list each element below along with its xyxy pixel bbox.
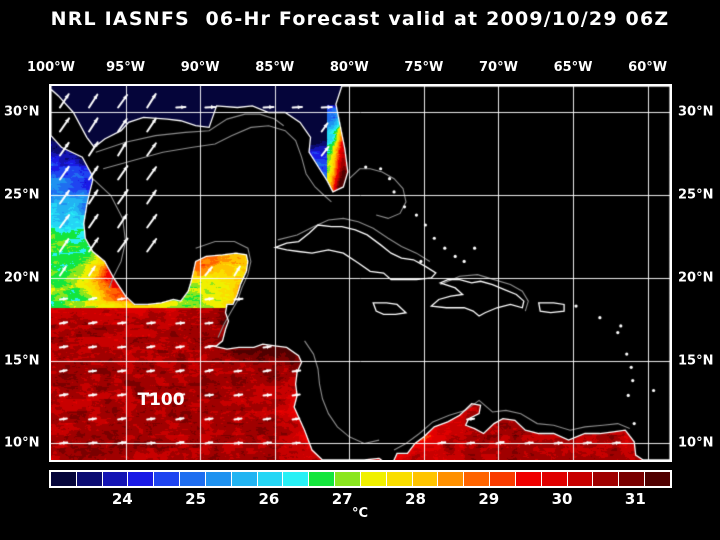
colorbar-units-label: °C — [351, 506, 369, 521]
figure-title: NRL IASNFS 06-Hr Forecast valid at 2009/… — [50, 8, 670, 30]
colorbar-swatch — [128, 472, 155, 486]
colorbar-tick-label: 28 — [405, 490, 426, 508]
colorbar-swatch — [257, 472, 284, 486]
colorbar-swatch — [412, 472, 439, 486]
colorbar-swatch — [180, 472, 206, 486]
colorbar-tick-label: 25 — [185, 490, 207, 508]
colorbar-swatch — [515, 472, 542, 486]
colorbar-swatch — [386, 472, 413, 486]
colorbar-tick-label: 26 — [258, 490, 280, 508]
lon-tick-label: 60°W — [628, 60, 668, 75]
colorbar-tick-label: 31 — [624, 490, 646, 508]
colorbar-swatch — [541, 472, 568, 486]
colorbar-swatch — [360, 472, 387, 486]
lon-tick-label: 90°W — [180, 60, 220, 75]
lat-tick-label: 25°N — [4, 187, 40, 203]
colorbar-swatch — [283, 472, 310, 486]
map-plot-area[interactable] — [49, 84, 672, 462]
colorbar-swatch — [335, 472, 361, 486]
lon-tick-label: 85°W — [255, 60, 295, 75]
colorbar-tick-label: 30 — [551, 490, 573, 508]
lat-tick-label: 15°N — [678, 353, 714, 369]
colorbar-swatch — [205, 472, 232, 486]
lat-tick-label: 20°N — [4, 270, 40, 286]
lon-tick-label: 100°W — [27, 60, 75, 75]
colorbar[interactable] — [49, 470, 672, 488]
colorbar-swatch — [154, 472, 181, 486]
lat-tick-label: 15°N — [4, 353, 40, 369]
colorbar-tick-label: 29 — [478, 490, 500, 508]
colorbar-swatch — [76, 472, 103, 486]
colorbar-swatch — [438, 472, 465, 486]
lat-tick-label: 10°N — [678, 435, 714, 451]
lat-tick-label: 10°N — [4, 435, 40, 451]
lon-tick-label: 65°W — [553, 60, 593, 75]
colorbar-swatch — [619, 472, 646, 486]
colorbar-swatch — [102, 472, 129, 486]
colorbar-swatch — [231, 472, 258, 486]
colorbar-swatch — [567, 472, 594, 486]
map-canvas-wrapper — [51, 86, 670, 460]
colorbar-swatch — [490, 472, 516, 486]
colorbar-swatch — [464, 472, 491, 486]
colorbar-swatch — [645, 472, 670, 486]
lon-tick-label: 80°W — [329, 60, 369, 75]
lat-tick-label: 30°N — [4, 104, 40, 120]
map-overlay-canvas — [51, 86, 670, 460]
lat-tick-label: 30°N — [678, 104, 714, 120]
colorbar-swatch — [309, 472, 336, 486]
lat-tick-label: 25°N — [678, 187, 714, 203]
colorbar-swatch — [593, 472, 620, 486]
colorbar-tick-label: 27 — [331, 490, 353, 508]
lon-tick-label: 95°W — [106, 60, 146, 75]
colorbar-swatch — [51, 472, 77, 486]
lon-tick-label: 70°W — [479, 60, 518, 75]
lon-tick-label: 75°W — [404, 60, 444, 75]
lat-tick-label: 20°N — [678, 270, 714, 286]
colorbar-tick-label: 24 — [111, 490, 133, 508]
transect-annotation-t100: T100 — [137, 390, 185, 411]
